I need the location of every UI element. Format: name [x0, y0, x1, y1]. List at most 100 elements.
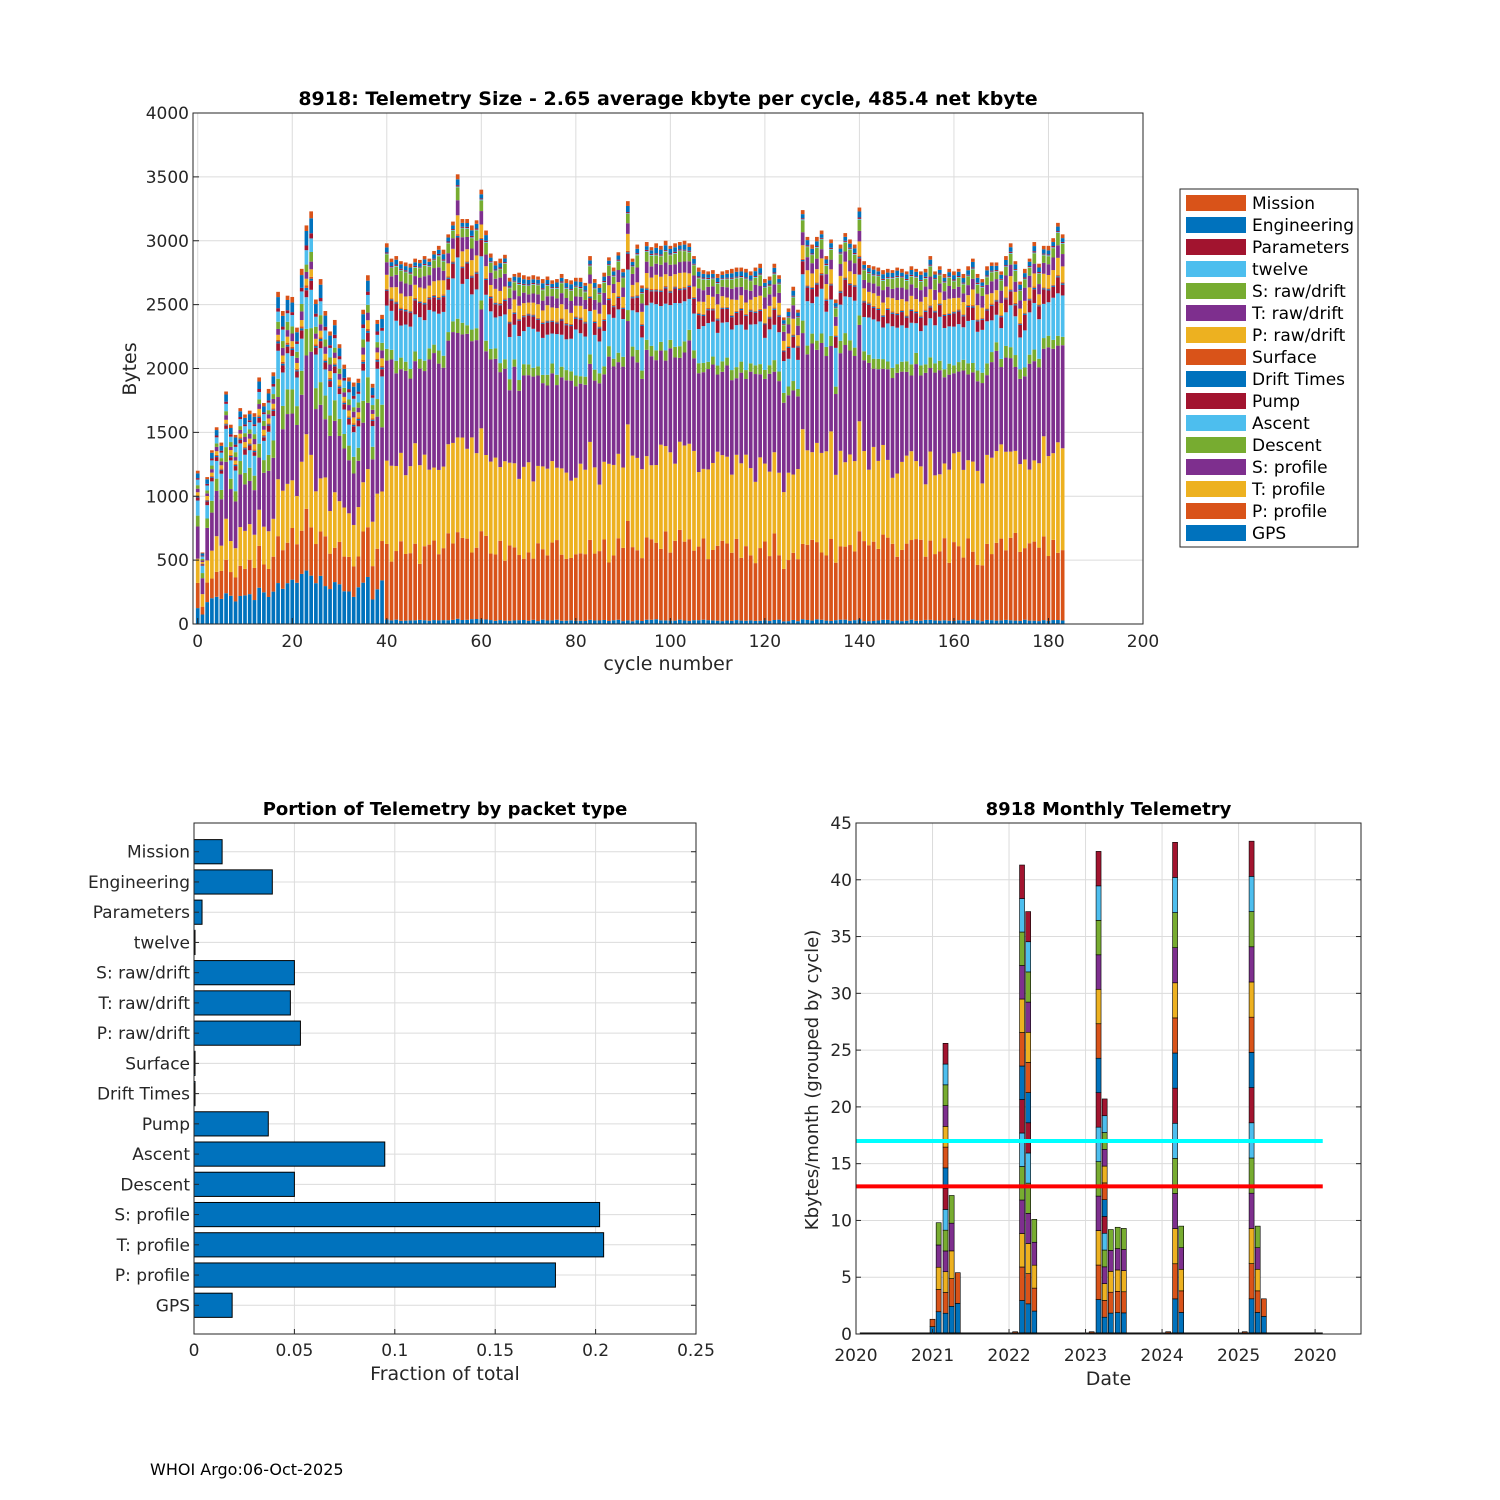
- chart3-bar-segment: [948, 1195, 955, 1224]
- chart1-bar-segment: [753, 276, 758, 278]
- chart1-bar-segment: [592, 553, 597, 621]
- chart1-bar-segment: [332, 582, 337, 624]
- chart1-bar-segment: [394, 465, 399, 552]
- chart1-bar-segment: [403, 270, 408, 272]
- chart1-bar-segment: [488, 262, 493, 263]
- chart1-bar-segment: [564, 380, 569, 473]
- chart1-bar-segment: [815, 246, 819, 248]
- chart1-bar-segment: [616, 252, 621, 256]
- chart1-bar-segment: [413, 443, 417, 544]
- chart1-bar-segment: [659, 256, 663, 265]
- chart1-bar-segment: [498, 316, 503, 364]
- chart1-bar-segment: [441, 367, 446, 467]
- chart1-bar-segment: [1060, 448, 1065, 551]
- chart1-bar-segment: [895, 364, 900, 373]
- chart1-bar-segment: [314, 583, 318, 624]
- chart1-bar-segment: [233, 464, 238, 467]
- chart1-bar-segment: [654, 542, 659, 620]
- chart1-bar-segment: [465, 279, 469, 326]
- chart1-bar-segment: [876, 267, 881, 272]
- chart1-bar-segment: [777, 371, 781, 382]
- chart1-legend-label: Surface: [1252, 348, 1317, 368]
- chart1-bar-segment: [966, 620, 970, 624]
- chart1-bar-segment: [668, 290, 673, 292]
- chart1-bar-segment: [649, 290, 654, 292]
- chart1-bar-segment: [588, 311, 592, 355]
- chart1-bar-segment: [999, 274, 1004, 279]
- chart1-bar-segment: [498, 302, 503, 305]
- chart1-bar-segment: [290, 355, 295, 390]
- chart1-bar-cycle: [503, 254, 507, 624]
- chart1-bar-segment: [871, 621, 876, 624]
- chart1-bar-segment: [843, 242, 848, 252]
- chart1-bar-segment: [885, 297, 890, 308]
- chart1-bar-segment: [663, 350, 668, 361]
- chart1-bar-segment: [956, 271, 961, 277]
- chart1-bar-segment: [522, 375, 526, 467]
- chart1-bar-segment: [342, 392, 347, 397]
- chart1-bar-segment: [578, 288, 583, 289]
- chart1-bar-segment: [843, 236, 848, 241]
- chart1-bar-segment: [200, 562, 205, 564]
- chart1-bar-segment: [635, 254, 640, 256]
- chart1-bar-segment: [928, 318, 933, 358]
- chart1-bar-segment: [602, 282, 607, 293]
- chart1-bar-segment: [852, 284, 857, 286]
- chart1-bar-segment: [701, 277, 706, 279]
- chart1-bar-segment: [611, 306, 616, 308]
- chart1-bar-segment: [796, 335, 800, 346]
- chart1-bar-segment: [210, 472, 214, 476]
- chart1-bar-segment: [810, 289, 814, 304]
- chart1-bar-segment: [545, 285, 550, 297]
- chart1-bar-segment: [564, 324, 569, 326]
- chart1-bar-segment: [933, 271, 937, 275]
- chart1-bar-segment: [1041, 255, 1046, 263]
- chart1-bar-segment: [559, 554, 564, 621]
- chart1-bar-segment: [739, 557, 744, 621]
- chart1-bar-segment: [323, 359, 328, 361]
- chart1-bar-segment: [224, 518, 228, 560]
- chart1-bar-segment: [342, 409, 347, 434]
- chart1-bar-cycle: [238, 408, 243, 624]
- chart1-bar-segment: [687, 340, 692, 444]
- chart1-bar-segment: [640, 288, 644, 293]
- chart1-bar-segment: [971, 320, 975, 363]
- chart3-bar-segment: [948, 1278, 955, 1307]
- chart1-bar-segment: [885, 619, 890, 624]
- chart1-bar-segment: [474, 230, 479, 241]
- chart1-bar-segment: [418, 301, 422, 303]
- chart1-bar-segment: [418, 287, 422, 301]
- chart1-bar-segment: [753, 563, 758, 621]
- chart1-bar-segment: [640, 293, 644, 304]
- chart1-bar-segment: [644, 619, 649, 624]
- chart1-bar-segment: [1022, 313, 1027, 315]
- chart1-bar-segment: [271, 376, 276, 384]
- chart3-bar-segment: [1248, 1192, 1255, 1229]
- chart1-bar-segment: [1056, 275, 1060, 277]
- chart1-bar-segment: [843, 546, 848, 620]
- chart1-bar-segment: [989, 457, 994, 555]
- chart1-bar-segment: [323, 536, 328, 587]
- chart1-bar-segment: [904, 271, 909, 275]
- chart1-bar-segment: [569, 323, 573, 325]
- chart1-bar-segment: [890, 298, 895, 312]
- chart1-bar-segment: [833, 562, 838, 621]
- chart1-bar-segment: [928, 451, 933, 541]
- chart1-bar-segment: [588, 295, 592, 297]
- chart1-bar-segment: [592, 288, 597, 290]
- chart2-bar: [193, 1232, 605, 1258]
- chart1-bar-cycle: [611, 267, 616, 624]
- chart1-bar-segment: [687, 329, 692, 341]
- chart1-bar-segment: [597, 341, 602, 374]
- chart1-bar-segment: [989, 362, 994, 458]
- chart1-bar-segment: [432, 467, 436, 541]
- chart1-bar-segment: [318, 279, 323, 285]
- chart1-bar-segment: [1032, 253, 1037, 264]
- chart1-bar-segment: [895, 287, 900, 300]
- chart1-bar-cycle: [517, 272, 521, 624]
- chart1-bar-segment: [999, 538, 1004, 621]
- chart1-bar-segment: [210, 598, 214, 624]
- chart1-bar-segment: [867, 317, 871, 355]
- chart1-bar-cycle: [956, 268, 961, 624]
- chart1-bar-segment: [205, 560, 210, 583]
